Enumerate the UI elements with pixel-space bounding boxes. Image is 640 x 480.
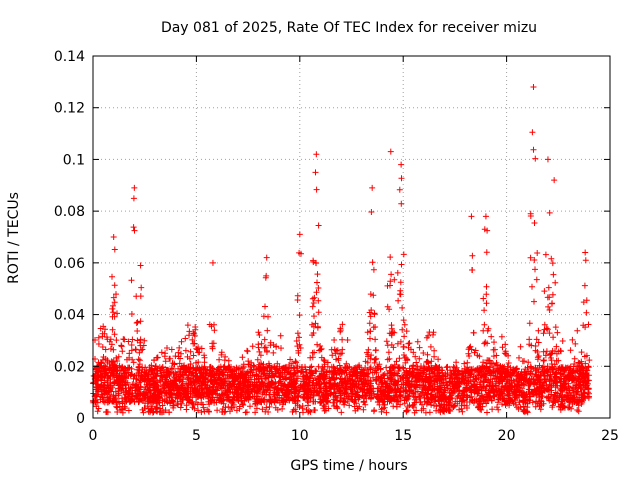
chart-title: Day 081 of 2025, Rate Of TEC Index for r… <box>161 20 537 36</box>
data-point-peak <box>131 184 138 191</box>
data-point-peak <box>263 254 270 261</box>
data-point-peak <box>369 184 376 191</box>
data-point-peak <box>482 213 489 220</box>
ticks-layer: 0 5 10 15 20 25 0 0.02 0.04 0.06 0.08 0.1 0.12 0.14 <box>54 49 619 444</box>
y-tick-label: 0.02 <box>54 359 85 375</box>
y-axis-label: ROTI / TECUs <box>6 192 22 284</box>
data-point-peak <box>468 213 475 220</box>
data-point-peak <box>398 161 405 168</box>
data-point-peak <box>313 151 320 158</box>
y-tick-label: 0.1 <box>63 152 85 168</box>
x-tick-label: 15 <box>394 428 412 444</box>
data-point-peak <box>110 234 117 240</box>
grid-layer <box>93 56 610 418</box>
y-tick-label: 0 <box>76 411 85 427</box>
data-point-peak <box>530 84 537 91</box>
y-tick-label: 0.04 <box>54 308 85 324</box>
data-point-peak <box>137 262 144 269</box>
y-tick-label: 0.08 <box>54 204 85 220</box>
data-point-peak <box>209 259 216 266</box>
x-axis-label: GPS time / hours <box>290 458 407 474</box>
data-point-peak <box>387 148 394 155</box>
x-tick-label: 5 <box>192 428 201 444</box>
x-tick-label: 25 <box>601 428 619 444</box>
y-tick-label: 0.12 <box>54 101 85 117</box>
plot-frame <box>92 55 611 419</box>
y-tick-label: 0.06 <box>54 256 85 272</box>
data-point-peak <box>582 249 589 256</box>
data-point-peak <box>551 177 558 184</box>
x-tick-label: 0 <box>89 428 98 444</box>
x-tick-label: 20 <box>498 428 516 444</box>
data-point-cloud <box>90 129 593 416</box>
x-tick-label: 10 <box>291 428 309 444</box>
data-point-peak <box>296 231 303 238</box>
y-tick-label: 0.14 <box>54 49 85 65</box>
data-point-peak <box>544 156 551 163</box>
